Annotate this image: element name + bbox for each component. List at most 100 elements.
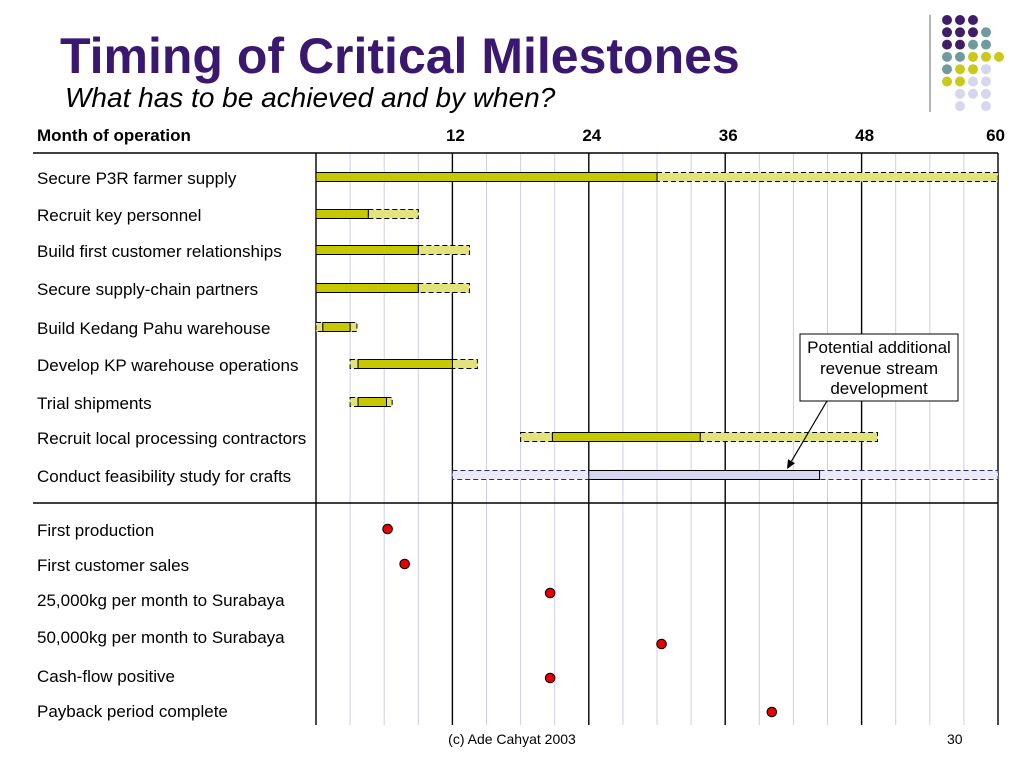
milestone-row: 50,000kg per month to Surabaya [37, 628, 667, 650]
decorative-dot [942, 15, 952, 25]
x-tick-label: 12 [446, 126, 465, 145]
task-bar-tentative [385, 397, 393, 407]
task-row: Build Kedang Pahu warehouse [37, 319, 358, 338]
x-tick-label: 60 [986, 126, 1005, 145]
callout-text-line: Potential additional [807, 338, 951, 357]
milestone-marker [399, 558, 410, 570]
task-bar-firm [315, 172, 658, 182]
task-bar-firm [357, 359, 453, 369]
task-bar-tentative [349, 322, 358, 332]
task-label: Trial shipments [37, 394, 152, 413]
task-bar-tentative [520, 432, 553, 442]
task-bar-tentative [417, 245, 470, 255]
task-bar-firm [315, 245, 419, 255]
decorative-dot [955, 27, 965, 38]
decorative-dots [942, 15, 1004, 112]
task-bar-tentative [349, 359, 359, 369]
slide-number: 30 [947, 731, 963, 747]
task-bar-tentative [349, 397, 359, 407]
task-bar-tentative [656, 172, 999, 182]
x-tick-label: 48 [855, 126, 874, 145]
milestone-rows: First production First customer sales 25,0… [37, 521, 778, 721]
task-bar-firm [322, 322, 351, 332]
task-bar-tentative [367, 209, 419, 219]
decorative-dot [968, 76, 978, 87]
callout-arrowhead [787, 459, 795, 469]
decorative-dot [942, 64, 952, 75]
milestone-label: Cash-flow positive [37, 667, 175, 686]
task-row: Develop KP warehouse operations [37, 356, 478, 375]
slide-title: Timing of Critical Milestones [60, 28, 740, 84]
decorative-dot [968, 64, 978, 75]
task-bar-tentative [451, 470, 590, 480]
decorative-dot [955, 88, 965, 99]
milestone-label: First production [37, 521, 154, 540]
decorative-dot [968, 39, 978, 50]
footer-credit: (c) Ade Cahyat 2003 [448, 731, 576, 747]
task-label: Secure supply-chain partners [37, 280, 258, 299]
task-label: Build Kedang Pahu warehouse [37, 319, 270, 338]
task-bar-firm [588, 470, 821, 480]
task-row: Trial shipments [37, 394, 393, 413]
x-tick-label: 36 [719, 126, 738, 145]
task-rows: Secure P3R farmer supply Recruit key pers… [37, 169, 999, 486]
slide-subtitle: What has to be achieved and by when? [65, 82, 556, 113]
x-tick-labels: 12 24 36 48 60 [446, 126, 1005, 145]
task-label: Recruit local processing contractors [37, 429, 306, 448]
decorative-dot [981, 76, 991, 87]
task-bar-firm [357, 397, 387, 407]
task-label: Secure P3R farmer supply [37, 169, 237, 188]
milestone-row: First production [37, 521, 393, 540]
decorative-dot [942, 39, 952, 50]
decorative-dot [955, 51, 965, 62]
decorative-dot-grid [929, 15, 1004, 112]
decorative-dot [955, 39, 965, 50]
callout-box [799, 333, 959, 402]
milestone-marker [544, 672, 556, 684]
milestone-marker [544, 587, 556, 599]
decorative-dot [968, 15, 978, 25]
annotation-callout: Potential additional revenue stream deve… [787, 333, 959, 469]
task-row: Build first customer relationships [37, 242, 470, 261]
task-bar-firm [551, 432, 701, 442]
task-row: Conduct feasibility study for crafts [37, 467, 999, 486]
task-row: Secure supply-chain partners [37, 280, 470, 299]
task-bar-tentative [699, 432, 879, 442]
milestone-row: Cash-flow positive [37, 667, 556, 686]
task-row: Secure P3R farmer supply [37, 169, 999, 188]
decorative-dot [968, 51, 978, 62]
decorative-dot [994, 51, 1004, 62]
task-bar-tentative [417, 283, 470, 293]
milestone-row: First customer sales [37, 556, 410, 575]
task-bar-tentative [451, 359, 478, 369]
task-row: Recruit local processing contractors [37, 429, 879, 448]
callout-text-line: revenue stream [820, 359, 938, 378]
task-bar-firm [315, 283, 419, 293]
decorative-dot [955, 76, 965, 87]
milestone-marker [766, 706, 778, 718]
task-bar-firm [315, 209, 369, 219]
decorative-dot [968, 27, 978, 38]
milestone-label: 50,000kg per month to Surabaya [37, 628, 285, 647]
task-label: Conduct feasibility study for crafts [37, 467, 291, 486]
decorative-dot [981, 39, 991, 50]
decorative-dot [981, 101, 991, 112]
x-tick-label: 24 [582, 126, 601, 145]
decorative-dot [942, 51, 952, 62]
decorative-dot [981, 88, 991, 99]
decorative-dot [968, 88, 978, 99]
task-label: Recruit key personnel [37, 206, 201, 225]
task-label: Develop KP warehouse operations [37, 356, 298, 375]
callout-arrow [790, 400, 828, 462]
milestone-marker [656, 638, 667, 650]
milestone-label: Payback period complete [37, 702, 228, 721]
x-axis-label: Month of operation [37, 126, 191, 145]
task-row: Recruit key personnel [37, 206, 419, 225]
milestone-label: 25,000kg per month to Surabaya [37, 591, 285, 610]
milestone-marker [382, 523, 393, 535]
task-bar-tentative [819, 470, 999, 480]
callout-text-line: development [830, 379, 928, 398]
decorative-dot [942, 76, 952, 87]
